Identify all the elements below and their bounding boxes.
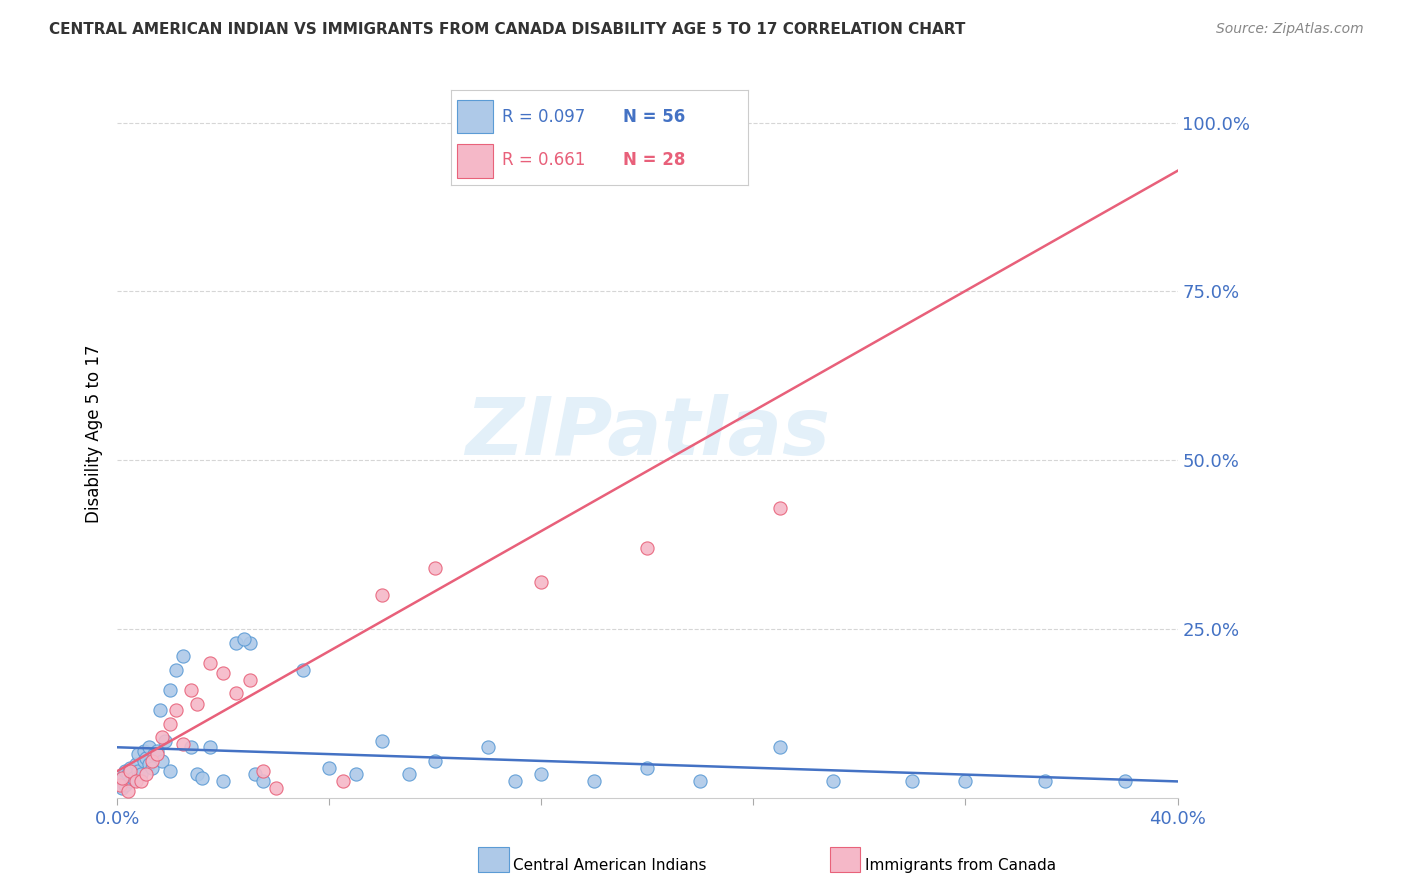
Point xyxy=(530,574,553,589)
Point xyxy=(172,737,194,751)
Point xyxy=(530,767,553,781)
Point xyxy=(239,673,262,687)
Point xyxy=(503,774,526,789)
Point xyxy=(291,663,314,677)
Point xyxy=(146,747,169,762)
Point xyxy=(769,500,792,515)
Point xyxy=(141,761,163,775)
Point xyxy=(135,750,157,764)
Point xyxy=(165,703,187,717)
Point xyxy=(172,649,194,664)
Point xyxy=(138,757,160,772)
Point xyxy=(159,716,181,731)
Text: CENTRAL AMERICAN INDIAN VS IMMIGRANTS FROM CANADA DISABILITY AGE 5 TO 17 CORRELA: CENTRAL AMERICAN INDIAN VS IMMIGRANTS FR… xyxy=(49,22,966,37)
Point xyxy=(180,683,202,698)
Point xyxy=(477,740,499,755)
Point xyxy=(636,761,658,775)
Point xyxy=(371,589,394,603)
Point xyxy=(117,784,139,798)
Point xyxy=(127,764,149,778)
Point xyxy=(122,771,145,785)
Point xyxy=(198,740,221,755)
Point xyxy=(165,663,187,677)
Point xyxy=(138,740,160,755)
Point xyxy=(186,697,208,711)
Point xyxy=(264,780,287,795)
Point xyxy=(149,703,172,717)
Point xyxy=(1033,774,1056,789)
Point xyxy=(111,780,134,795)
Point xyxy=(111,771,134,785)
Point xyxy=(583,774,606,789)
Point xyxy=(143,747,166,762)
Point xyxy=(150,731,173,745)
Point xyxy=(425,754,447,768)
Point xyxy=(129,767,152,781)
Point xyxy=(252,774,274,789)
Point xyxy=(1114,774,1136,789)
Point xyxy=(125,757,148,772)
Point xyxy=(127,747,149,762)
Point xyxy=(186,767,208,781)
Text: Immigrants from Canada: Immigrants from Canada xyxy=(865,858,1056,872)
Point xyxy=(180,740,202,755)
Point xyxy=(146,744,169,758)
Y-axis label: Disability Age 5 to 17: Disability Age 5 to 17 xyxy=(86,344,103,523)
Point xyxy=(159,683,181,698)
Point xyxy=(150,754,173,768)
Point xyxy=(114,764,136,778)
Point xyxy=(252,764,274,778)
Text: Source: ZipAtlas.com: Source: ZipAtlas.com xyxy=(1216,22,1364,37)
Point xyxy=(243,767,266,781)
Point xyxy=(135,767,157,781)
Point xyxy=(191,771,214,785)
Point xyxy=(132,744,155,758)
Point xyxy=(398,767,420,781)
Point xyxy=(769,740,792,755)
Point xyxy=(120,764,142,778)
Point xyxy=(332,774,354,789)
Point xyxy=(233,632,256,647)
Point xyxy=(153,733,176,747)
Point xyxy=(120,761,142,775)
Point xyxy=(318,761,340,775)
Point xyxy=(225,686,247,700)
Point xyxy=(239,636,262,650)
Text: ZIPatlas: ZIPatlas xyxy=(465,394,830,473)
Point xyxy=(955,774,977,789)
Point xyxy=(636,541,658,556)
Point xyxy=(212,774,235,789)
Text: Central American Indians: Central American Indians xyxy=(513,858,707,872)
Point xyxy=(111,771,134,785)
Point xyxy=(141,754,163,768)
Point xyxy=(108,774,131,789)
Point xyxy=(821,774,844,789)
Point xyxy=(371,733,394,747)
Point xyxy=(125,774,148,789)
Point xyxy=(114,778,136,792)
Point xyxy=(344,767,367,781)
Point xyxy=(225,636,247,650)
Point xyxy=(120,774,142,789)
Point xyxy=(129,774,152,789)
Point xyxy=(108,778,131,792)
Point xyxy=(212,666,235,681)
Point xyxy=(491,115,513,129)
Point xyxy=(132,754,155,768)
Point xyxy=(689,774,711,789)
Point xyxy=(198,656,221,670)
Point xyxy=(425,561,447,575)
Point xyxy=(159,764,181,778)
Point xyxy=(901,774,924,789)
Point xyxy=(117,767,139,781)
